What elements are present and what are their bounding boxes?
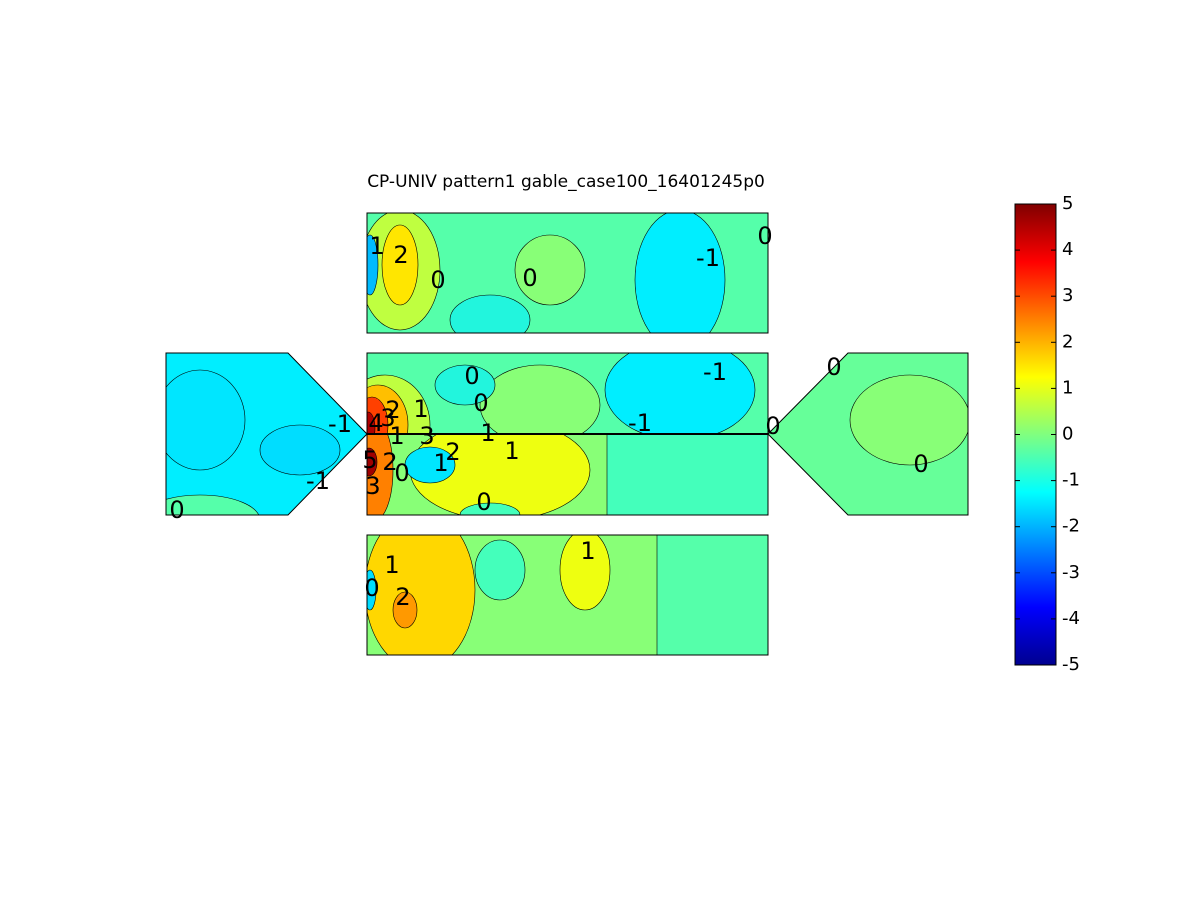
panel-mid-upper-fill	[367, 353, 768, 434]
contour-label: 0	[476, 488, 491, 516]
contour-label: 0	[757, 222, 772, 250]
colorbar-tick-label: 2	[1062, 331, 1073, 352]
panel-bottom	[366, 534, 769, 656]
contour-label: -1	[703, 358, 727, 386]
contour-label: 2	[385, 396, 400, 424]
colorbar-tick-label: -4	[1062, 608, 1080, 629]
contour-label: 1	[504, 437, 519, 465]
contour-label: 1	[369, 232, 384, 260]
contour-label: 5	[362, 446, 377, 474]
chart-title: CP-UNIV pattern1 gable_case100_16401245p…	[367, 172, 765, 192]
colorbar-tick-label: -1	[1062, 470, 1080, 491]
contour-label: 3	[365, 472, 380, 500]
contour-label: 1	[389, 422, 404, 450]
contour-label: 0	[364, 574, 379, 602]
contour-label: 2	[445, 438, 460, 466]
contour-label: 3	[419, 422, 434, 450]
contour-label: 0	[913, 450, 928, 478]
colorbar-tick-label: 5	[1062, 193, 1073, 214]
contour-label: 2	[382, 448, 397, 476]
contour-label: 0	[522, 264, 537, 292]
contour-label: 1	[384, 551, 399, 579]
colorbar-tick-label: 4	[1062, 239, 1073, 260]
contour-label: 0	[430, 266, 445, 294]
contour-label: 0	[169, 496, 184, 524]
panel-left	[165, 352, 368, 516]
panel-top-fill	[367, 213, 768, 333]
panel-right-fill	[768, 353, 968, 515]
colorbar	[1014, 203, 1057, 666]
contour-label: -1	[328, 410, 352, 438]
panel-right	[767, 352, 969, 516]
contour-label: 0	[464, 362, 479, 390]
contour-label: 3	[380, 404, 395, 432]
colorbar-tick-label: -2	[1062, 516, 1080, 537]
panel-top	[366, 212, 769, 334]
contour-label: 2	[395, 583, 410, 611]
colorbar-tick-label: 0	[1062, 424, 1073, 445]
colorbar-tick-label: -3	[1062, 562, 1080, 583]
contour-label: -1	[628, 409, 652, 437]
contour-label: 0	[473, 389, 488, 417]
contour-label: -1	[306, 467, 330, 495]
contour-label: 4	[368, 409, 383, 437]
panel-bottom-fill	[367, 535, 768, 655]
colorbar-tick-label: -5	[1062, 654, 1080, 675]
panel-left-fill	[166, 353, 367, 515]
panel-mid-lower-fill	[367, 434, 768, 515]
contour-label: 1	[433, 449, 448, 477]
contour-label: 2	[393, 241, 408, 269]
contour-label: 1	[580, 537, 595, 565]
colorbar-tick-label: 1	[1062, 377, 1073, 398]
contour-label: -1	[696, 244, 720, 272]
colorbar-tick-label: 3	[1062, 285, 1073, 306]
contour-label: 0	[765, 412, 780, 440]
contour-label: 0	[394, 459, 409, 487]
contour-label: 1	[480, 419, 495, 447]
contour-label: 1	[413, 395, 428, 423]
contour-label: 0	[826, 353, 841, 381]
